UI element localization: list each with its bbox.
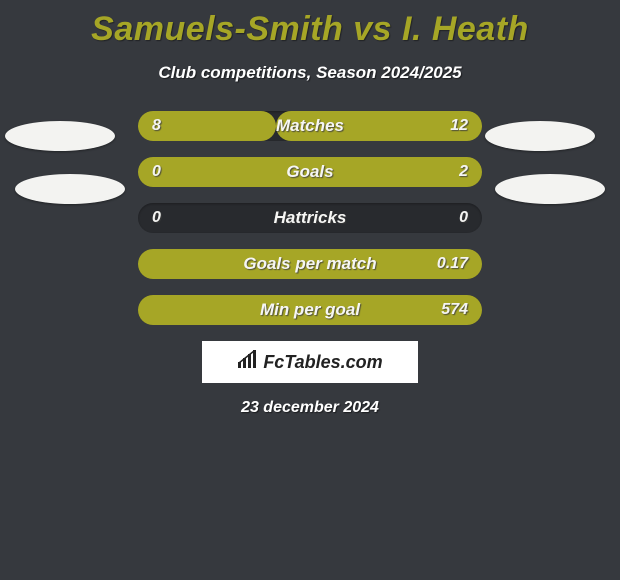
stat-value-right: 574	[441, 295, 468, 325]
stat-value-left: 0	[152, 203, 161, 233]
stat-label: Hattricks	[138, 203, 482, 233]
stat-value-left: 8	[152, 111, 161, 141]
stat-value-right: 0	[459, 203, 468, 233]
team-logo-left	[5, 121, 115, 151]
stat-row: Min per goal574	[138, 295, 482, 325]
stat-row: Goals0 2	[138, 157, 482, 187]
stat-row: Hattricks0 0	[138, 203, 482, 233]
stat-label: Matches	[138, 111, 482, 141]
stat-value-left: 0	[152, 157, 161, 187]
team-logo-left	[15, 174, 125, 204]
stat-value-right: 12	[450, 111, 468, 141]
brand-text: FcTables.com	[263, 352, 382, 373]
chart-icon	[237, 350, 259, 375]
date-label: 23 december 2024	[0, 399, 620, 417]
stat-row: Goals per match0.17	[138, 249, 482, 279]
brand-logo: FcTables.com	[202, 341, 418, 383]
stat-label: Goals	[138, 157, 482, 187]
stat-value-right: 0.17	[437, 249, 468, 279]
team-logo-right	[495, 174, 605, 204]
page-title: Samuels-Smith vs I. Heath	[0, 0, 620, 49]
stat-label: Goals per match	[138, 249, 482, 279]
stat-label: Min per goal	[138, 295, 482, 325]
comparison-chart: Matches812Goals02Hattricks00Goals per ma…	[138, 111, 482, 325]
subtitle: Club competitions, Season 2024/2025	[0, 63, 620, 83]
stat-row: Matches8 12	[138, 111, 482, 141]
stat-value-right: 2	[459, 157, 468, 187]
team-logo-right	[485, 121, 595, 151]
